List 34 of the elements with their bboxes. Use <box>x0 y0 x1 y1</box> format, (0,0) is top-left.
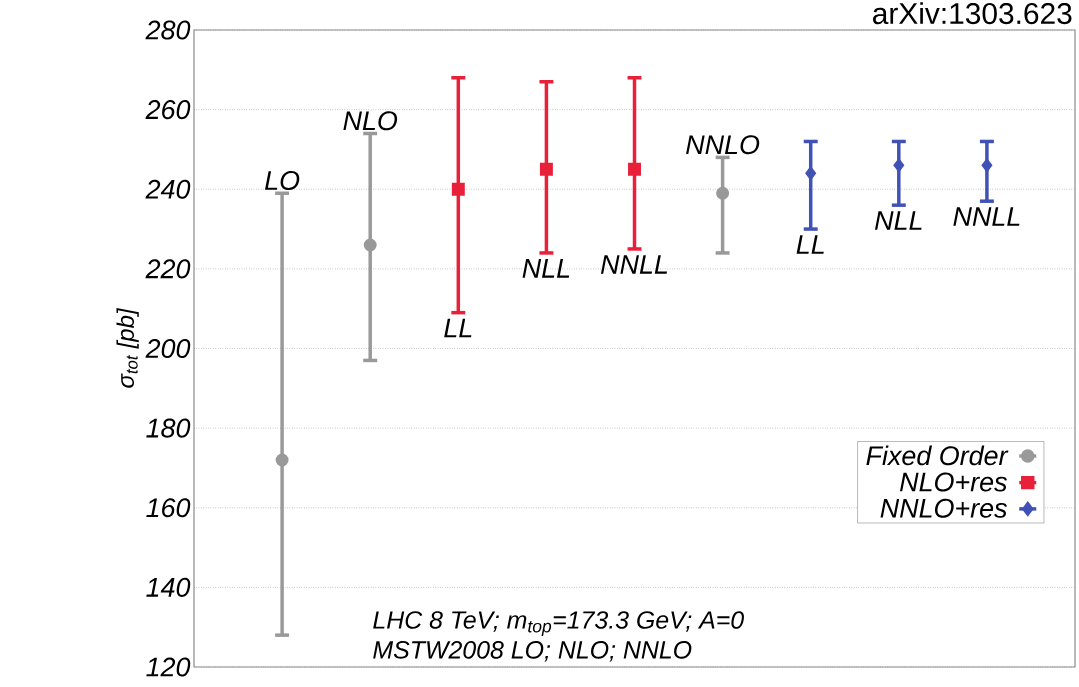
x-tick-label: NLO <box>343 111 398 131</box>
x-tick-label: LO <box>264 170 300 191</box>
y-axis-title: σ$_{tot}$ [pb] <box>116 308 139 388</box>
point <box>539 162 553 176</box>
x-tick-label: LL <box>796 235 824 254</box>
text: arXiv:1303.623 <box>873 2 1072 25</box>
x-tick-label: NLL <box>874 211 922 230</box>
point <box>451 182 465 196</box>
y-tick-label: 200 <box>145 338 191 359</box>
legend-label: NLO+res <box>899 472 1007 492</box>
point <box>275 453 289 467</box>
legend-label: NNLO+res <box>880 498 1007 518</box>
point <box>628 162 641 176</box>
x-tick-label: LL <box>444 318 472 338</box>
annotation: MSTW2008 LO; NLO; NNLO <box>373 641 692 662</box>
point <box>893 158 905 172</box>
legend-label: Fixed Order <box>866 445 1009 466</box>
y-tick-label: 220 <box>145 259 191 279</box>
x-tick-label: NNLL <box>600 255 667 274</box>
y-tick-label: 140 <box>146 577 191 597</box>
x-tick-label: NNLO <box>686 135 760 155</box>
y-tick-label: 240 <box>145 179 191 199</box>
y-tick-label: 180 <box>146 418 191 438</box>
y-tick-label: 260 <box>145 100 191 120</box>
x-tick-label: NLL <box>522 259 570 278</box>
y-tick-label: 280 <box>145 20 191 40</box>
point <box>716 186 730 200</box>
point <box>981 158 993 172</box>
point <box>363 238 377 252</box>
annotation: LHC 8 TeV; m$_{top}$=173.3 GeV; A=0 <box>373 611 744 636</box>
point <box>805 166 816 180</box>
x-tick-label: NNLL <box>953 207 1020 226</box>
y-tick-label: 120 <box>146 657 191 677</box>
y-tick-label: 160 <box>146 498 191 518</box>
